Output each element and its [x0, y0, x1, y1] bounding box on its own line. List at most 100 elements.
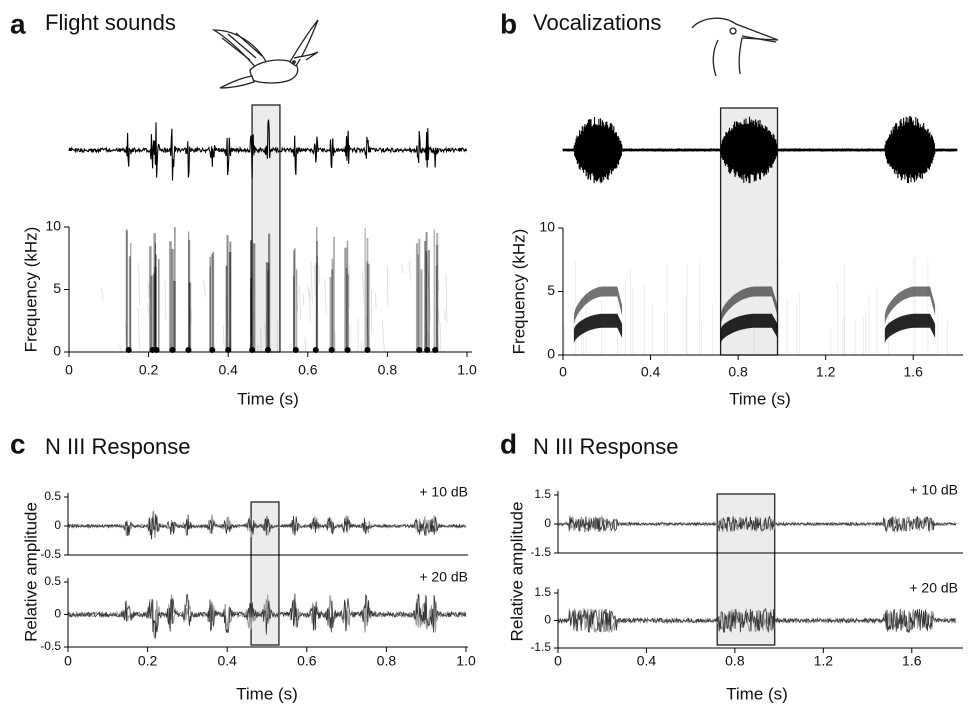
spectral-noise: [226, 297, 229, 329]
y-axis-label: Relative amplitude: [21, 502, 40, 642]
spectral-noise: [295, 267, 299, 312]
x-tick-label: 0.8: [378, 362, 398, 378]
y-tick-label: -0.5: [40, 639, 61, 653]
spectral-noise: [437, 309, 440, 323]
y-tick-label: 5: [53, 280, 61, 296]
response-trace: [67, 593, 467, 638]
spectral-noise: [381, 320, 385, 353]
y-tick-label: 0: [547, 346, 555, 362]
waveform: [562, 116, 958, 184]
response-trace: [67, 514, 467, 540]
x-tick-label: 1.6: [903, 364, 923, 380]
spectrogram: [564, 255, 949, 355]
event-column: [169, 227, 176, 353]
y-tick-label: -1.5: [530, 545, 551, 559]
x-tick-label: 0.4: [637, 653, 657, 669]
x-tick-label: 0: [65, 362, 73, 378]
spectral-noise: [124, 321, 128, 343]
x-tick-label: 0.2: [138, 653, 158, 669]
event-column: [125, 229, 132, 353]
spectral-noise: [138, 262, 141, 306]
y-tick-label: 1.5: [534, 487, 551, 501]
spectral-noise: [427, 275, 431, 322]
event-column: [149, 233, 156, 353]
trace-label: + 20 dB: [419, 569, 468, 585]
y-tick-label: 0: [53, 343, 61, 359]
panel-title: Flight sounds: [45, 10, 176, 35]
spectral-noise: [298, 285, 302, 321]
y-tick-label: 0: [544, 516, 551, 530]
response-trace: [557, 515, 957, 533]
y-tick-label: -1.5: [530, 640, 551, 654]
panel-title: N III Response: [533, 434, 679, 459]
harmonic-band: [720, 313, 778, 344]
event-column: [415, 238, 423, 353]
x-axis-label: Time (s): [236, 684, 298, 703]
x-tick-label: 0.6: [298, 362, 318, 378]
trace-label: + 10 dB: [419, 484, 468, 500]
spectral-noise: [313, 264, 316, 296]
trace-label: + 20 dB: [909, 580, 958, 596]
harmonic-band: [884, 313, 936, 344]
harmonic-band: [720, 286, 778, 326]
x-tick-label: 1.2: [814, 653, 834, 669]
trace-label: + 10 dB: [909, 482, 958, 498]
y-tick-label: 0: [544, 613, 551, 627]
event-column: [265, 233, 271, 353]
spectral-noise: [318, 265, 320, 284]
y-axis-label: Relative amplitude: [507, 502, 526, 642]
spectral-noise: [437, 279, 440, 291]
event-column: [185, 231, 192, 353]
event-column: [209, 251, 216, 353]
x-tick-label: 1.6: [902, 653, 922, 669]
x-tick-label: 0: [554, 653, 562, 669]
spectral-noise: [249, 291, 253, 336]
y-tick-label: 0.5: [44, 574, 61, 588]
spectral-noise: [310, 261, 313, 305]
spectral-noise: [264, 323, 267, 353]
spectral-noise: [164, 280, 167, 321]
spectral-noise: [146, 302, 150, 314]
x-tick-label: 0: [64, 653, 72, 669]
y-tick-label: 0: [54, 607, 61, 621]
spectral-noise: [408, 261, 411, 282]
y-axis-label: Frequency (kHz): [21, 227, 40, 353]
spectral-noise: [324, 278, 327, 315]
spectral-noise: [334, 332, 337, 351]
y-tick-label: 0.5: [44, 489, 61, 503]
event-column: [153, 242, 160, 353]
event-column: [312, 227, 319, 353]
spectral-noise: [360, 342, 363, 353]
y-tick-label: -0.5: [40, 547, 61, 561]
x-tick-label: 1.2: [816, 364, 836, 380]
x-tick-label: 1.0: [457, 362, 477, 378]
y-tick-label: 10: [45, 218, 61, 234]
waveform: [68, 119, 468, 181]
x-tick-label: 0.8: [377, 653, 397, 669]
event-column: [432, 229, 439, 353]
panel-title: N III Response: [45, 434, 191, 459]
spectral-noise: [401, 263, 404, 274]
spectral-noise: [427, 330, 430, 346]
panel-letter: b: [500, 8, 517, 39]
panel-letter: a: [10, 8, 26, 39]
harmonic-band: [573, 313, 623, 344]
spectral-noise: [257, 345, 259, 353]
event-column: [328, 236, 335, 353]
spectral-noise: [361, 269, 365, 304]
spectral-noise: [426, 260, 430, 287]
x-tick-label: 0: [559, 364, 567, 380]
spectral-noise: [366, 315, 370, 353]
syllable: [573, 286, 623, 344]
x-tick-label: 0.6: [297, 653, 317, 669]
harmonic-band: [884, 286, 936, 326]
y-axis-label: Frequency (kHz): [509, 229, 528, 355]
spectral-noise: [304, 337, 307, 353]
event-column: [424, 232, 431, 353]
x-axis-label: Time (s): [726, 684, 788, 703]
x-tick-label: 0.4: [217, 653, 237, 669]
bird-icon: [211, 19, 319, 89]
event-column: [364, 228, 371, 353]
response-trace: [557, 608, 957, 634]
